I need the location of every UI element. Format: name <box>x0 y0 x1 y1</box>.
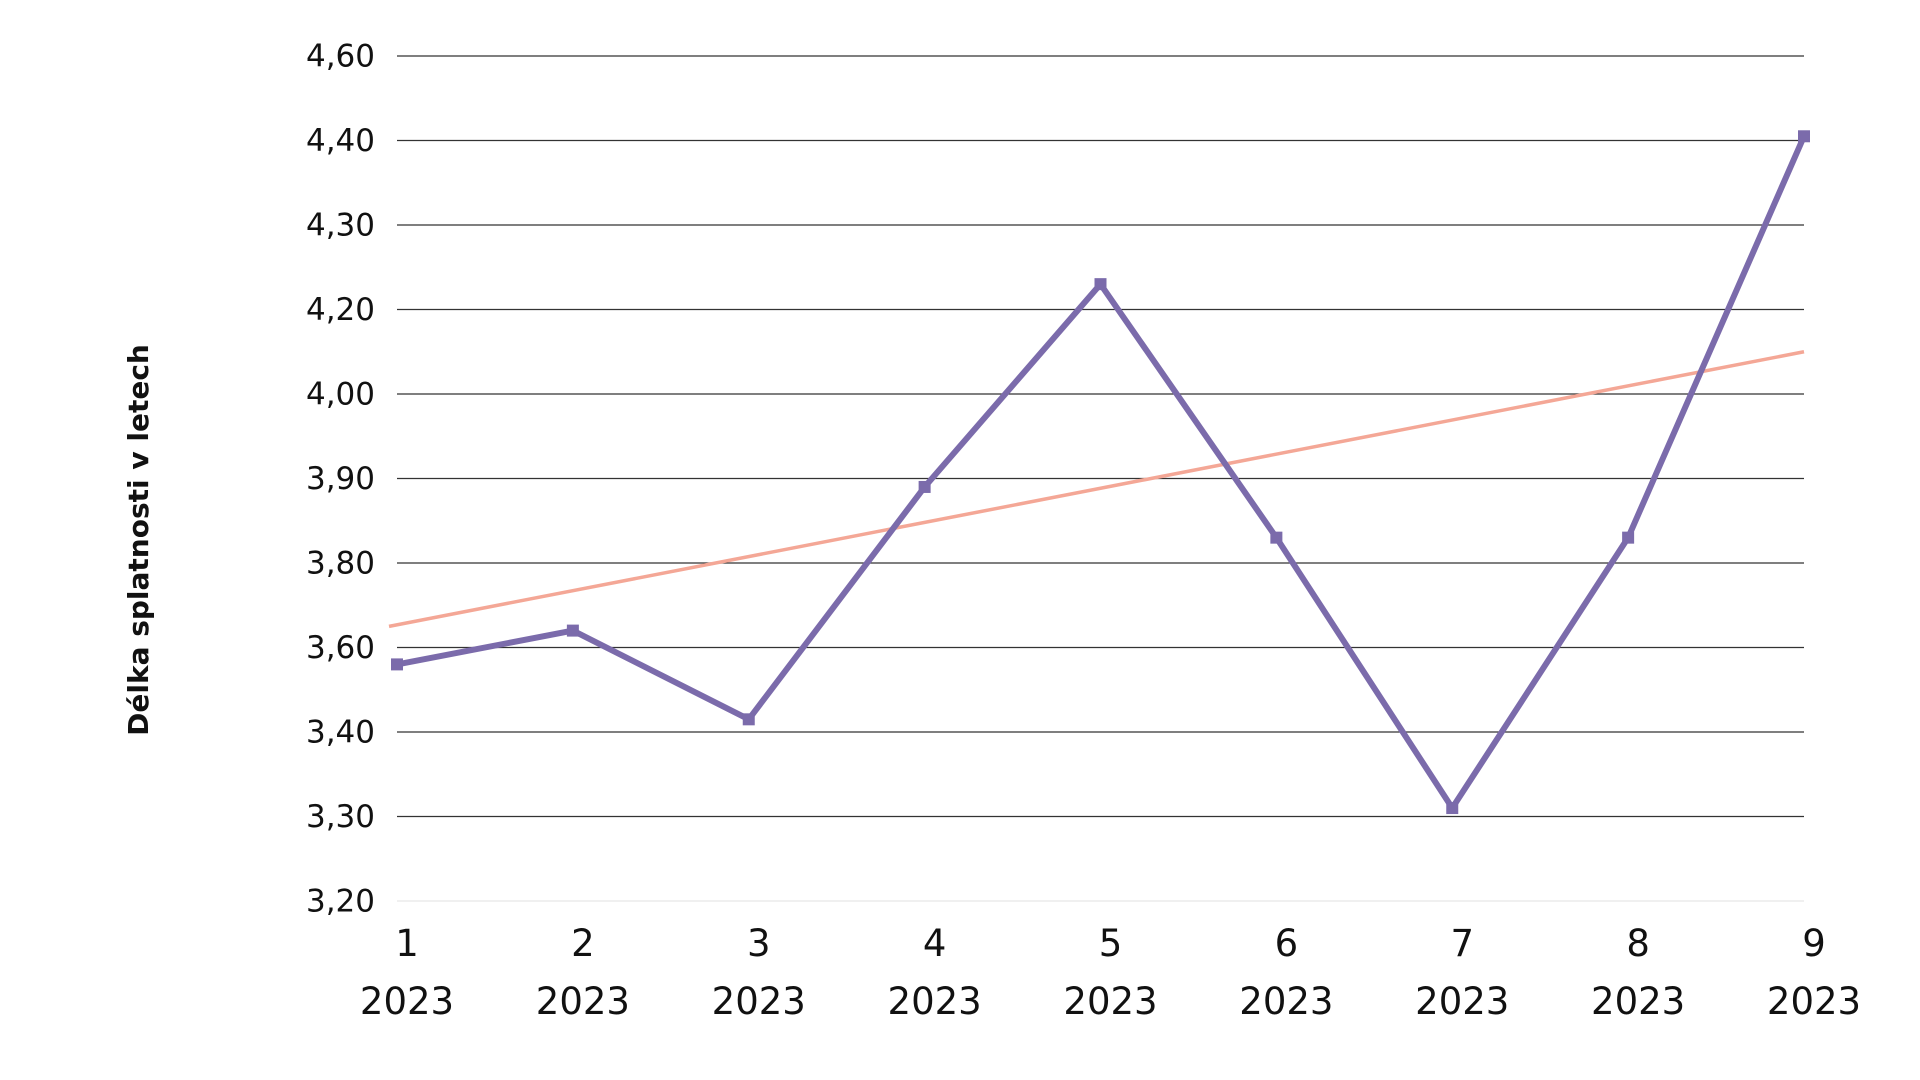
x-tick-line: 2023 <box>360 980 454 1023</box>
y-tick-label: 3,40 <box>306 715 375 751</box>
x-tick-line: 6 <box>1275 922 1299 965</box>
y-tick-label: 3,90 <box>306 461 375 497</box>
x-tick-line: 1 <box>395 922 419 965</box>
x-tick-label: 6 2023 <box>1239 922 1333 1023</box>
y-tick-label: 4,40 <box>306 123 375 159</box>
x-tick-label: 1 2023 <box>360 922 454 1023</box>
y-tick-label: 4,60 <box>306 39 375 75</box>
x-tick-label: 4 2023 <box>888 922 982 1023</box>
y-tick-label: 3,20 <box>306 884 375 920</box>
y-axis-title: Délka splatnosti v letech <box>122 344 155 736</box>
x-tick-label: 7 2023 <box>1415 922 1509 1023</box>
x-tick-line: 2023 <box>1063 980 1157 1023</box>
x-tick-line: 7 <box>1450 922 1474 965</box>
x-tick-label: 3 2023 <box>712 922 806 1023</box>
point-marker <box>1622 531 1635 544</box>
x-tick-line: 2023 <box>1767 980 1861 1023</box>
point-marker <box>391 658 403 671</box>
x-tick-line: 2023 <box>1591 980 1685 1023</box>
x-tick-label: 5 2023 <box>1063 922 1157 1023</box>
y-tick-label: 4,30 <box>306 208 375 244</box>
x-tick-label: 9 2023 <box>1767 922 1861 1023</box>
y-tick-label: 3,30 <box>306 799 375 835</box>
point-marker <box>918 480 931 493</box>
x-tick-line: 3 <box>747 922 771 965</box>
x-tick-line: 2023 <box>536 980 630 1023</box>
x-tick-line: 2023 <box>888 980 982 1023</box>
point-marker <box>566 624 579 637</box>
x-tick-label: 8 2023 <box>1591 922 1685 1023</box>
x-tick-line: 2023 <box>1415 980 1509 1023</box>
x-tick-line: 8 <box>1626 922 1650 965</box>
trend-line <box>388 350 1805 629</box>
x-tick-label: 2 2023 <box>536 922 630 1023</box>
point-marker <box>1446 802 1459 815</box>
x-tick-line: 2023 <box>712 980 806 1023</box>
y-tick-label: 4,00 <box>306 377 375 413</box>
point-marker <box>1270 531 1283 544</box>
series-line <box>396 135 1807 812</box>
point-marker <box>1798 130 1810 143</box>
point-marker <box>1094 278 1107 291</box>
x-tick-line: 4 <box>923 922 947 965</box>
y-tick-label: 4,20 <box>306 292 375 328</box>
x-tick-line: 5 <box>1099 922 1123 965</box>
y-tick-label: 3,80 <box>306 546 375 582</box>
x-tick-line: 2 <box>571 922 595 965</box>
point-marker <box>742 713 755 726</box>
x-tick-line: 9 <box>1802 922 1826 965</box>
y-tick-label: 3,60 <box>306 630 375 666</box>
x-tick-line: 2023 <box>1239 980 1333 1023</box>
